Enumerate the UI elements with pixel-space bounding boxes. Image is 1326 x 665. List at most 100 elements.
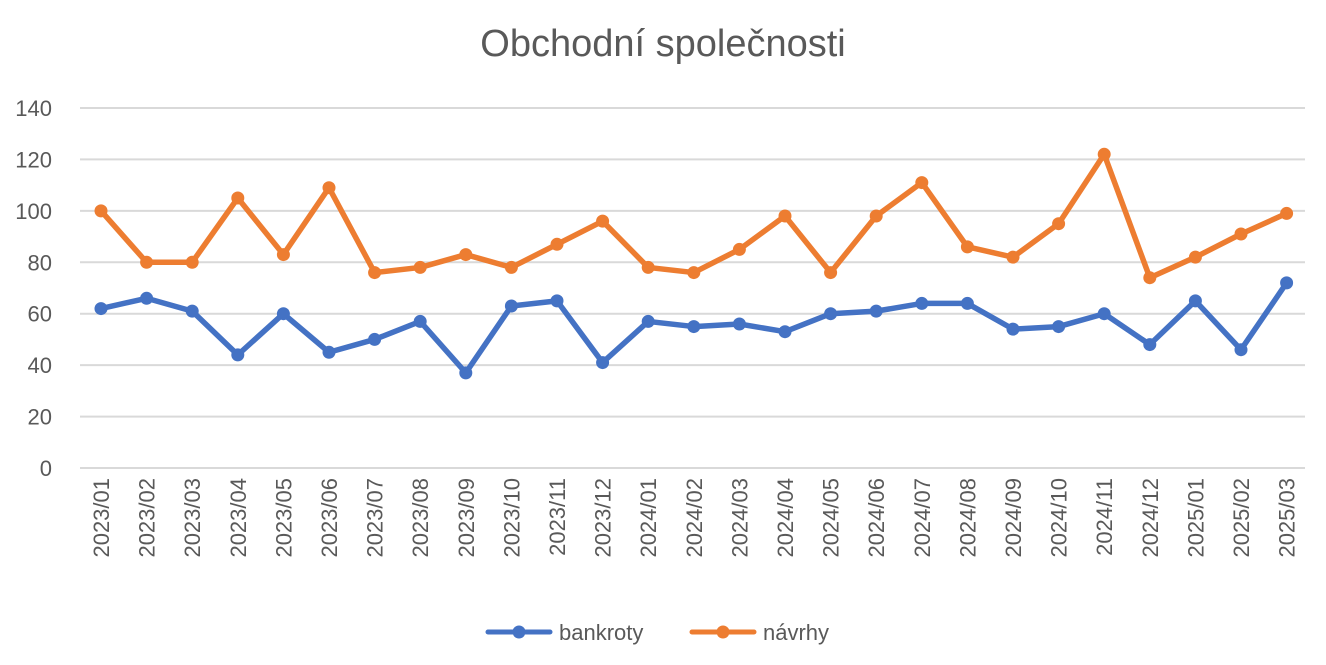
data-point[interactable] <box>1052 217 1066 231</box>
y-tick-label: 20 <box>28 405 52 430</box>
x-tick-label: 2024/08 <box>955 478 980 558</box>
y-tick-label: 120 <box>15 147 52 172</box>
data-point[interactable] <box>94 204 108 218</box>
data-point[interactable] <box>732 317 746 331</box>
x-tick-label: 2024/04 <box>773 478 798 558</box>
chart-title: Obchodní společnosti <box>480 23 845 65</box>
data-point[interactable] <box>1097 307 1111 321</box>
legend-item-bankroty[interactable]: bankroty <box>485 620 643 645</box>
data-point[interactable] <box>322 181 336 195</box>
series-1 <box>94 147 1294 285</box>
data-point[interactable] <box>459 248 473 262</box>
y-tick-label: 40 <box>28 353 52 378</box>
data-point[interactable] <box>596 356 610 370</box>
data-point[interactable] <box>276 248 290 262</box>
x-tick-label: 2024/10 <box>1047 478 1072 558</box>
y-tick-label: 80 <box>28 250 52 275</box>
data-point[interactable] <box>322 345 336 359</box>
x-tick-label: 2024/09 <box>1001 478 1026 558</box>
data-point[interactable] <box>687 320 701 334</box>
x-tick-label: 2023/06 <box>317 478 342 558</box>
x-tick-label: 2024/02 <box>682 478 707 558</box>
data-point[interactable] <box>550 237 564 251</box>
series-0 <box>94 276 1294 380</box>
data-point[interactable] <box>504 299 518 313</box>
x-tick-label: 2023/01 <box>89 478 114 558</box>
data-point[interactable] <box>231 191 245 205</box>
x-tick-label: 2024/01 <box>636 478 661 558</box>
legend-label-navrhy: návrhy <box>763 620 829 645</box>
data-point[interactable] <box>824 307 838 321</box>
data-point[interactable] <box>1143 338 1157 352</box>
y-tick-label: 100 <box>15 199 52 224</box>
x-axis-ticks: 2023/01 2023/02 2023/03 2023/04 2023/05 2023/… <box>89 478 1300 558</box>
data-point[interactable] <box>915 176 929 190</box>
x-tick-label: 2025/02 <box>1229 478 1254 558</box>
data-point[interactable] <box>596 214 610 228</box>
data-point[interactable] <box>185 304 199 318</box>
data-point[interactable] <box>869 209 883 223</box>
x-tick-label: 2025/01 <box>1183 478 1208 558</box>
data-point[interactable] <box>778 325 792 339</box>
data-point[interactable] <box>1188 294 1202 308</box>
data-point[interactable] <box>824 266 838 280</box>
x-tick-label: 2023/11 <box>545 478 570 556</box>
x-tick-label: 2024/03 <box>727 478 752 558</box>
y-axis-ticks: 0 20 40 60 80 100 120 140 <box>15 96 52 481</box>
data-point[interactable] <box>413 314 427 328</box>
x-tick-label: 2023/08 <box>408 478 433 558</box>
x-tick-label: 2023/10 <box>499 478 524 558</box>
data-point[interactable] <box>459 366 473 380</box>
y-tick-label: 60 <box>28 302 52 327</box>
x-tick-label: 2023/09 <box>454 478 479 558</box>
data-point[interactable] <box>140 255 154 269</box>
data-point[interactable] <box>185 255 199 269</box>
data-point[interactable] <box>641 260 655 274</box>
data-point[interactable] <box>1280 276 1294 290</box>
data-point[interactable] <box>1280 206 1294 220</box>
data-point[interactable] <box>869 304 883 318</box>
series-group <box>94 147 1294 380</box>
data-point[interactable] <box>94 302 108 316</box>
data-point[interactable] <box>1052 320 1066 334</box>
data-point[interactable] <box>778 209 792 223</box>
x-tick-label: 2024/07 <box>910 478 935 558</box>
x-tick-label: 2023/03 <box>180 478 205 558</box>
data-point[interactable] <box>1006 250 1020 264</box>
data-point[interactable] <box>1234 227 1248 241</box>
data-point[interactable] <box>276 307 290 321</box>
x-tick-label: 2023/04 <box>226 478 251 558</box>
x-tick-label: 2024/05 <box>819 478 844 558</box>
legend-marker-bankroty <box>512 625 526 639</box>
x-tick-label: 2024/12 <box>1138 478 1163 558</box>
data-point[interactable] <box>1234 343 1248 357</box>
data-point[interactable] <box>504 260 518 274</box>
data-point[interactable] <box>368 266 382 280</box>
data-point[interactable] <box>687 266 701 280</box>
legend-item-navrhy[interactable]: návrhy <box>689 620 829 645</box>
data-point[interactable] <box>368 332 382 346</box>
x-tick-label: 2023/05 <box>271 478 296 558</box>
x-tick-label: 2024/11 <box>1092 478 1117 556</box>
x-tick-label: 2023/07 <box>363 478 388 558</box>
legend: bankroty návrhy <box>485 620 829 645</box>
x-tick-label: 2024/06 <box>864 478 889 558</box>
data-point[interactable] <box>1143 271 1157 285</box>
data-point[interactable] <box>960 296 974 310</box>
data-point[interactable] <box>231 348 245 362</box>
data-point[interactable] <box>140 291 154 305</box>
x-tick-label: 2023/12 <box>591 478 616 558</box>
data-point[interactable] <box>550 294 564 308</box>
data-point[interactable] <box>915 296 929 310</box>
data-point[interactable] <box>1006 322 1020 336</box>
data-point[interactable] <box>1097 147 1111 161</box>
x-tick-label: 2025/03 <box>1275 478 1300 558</box>
data-point[interactable] <box>641 314 655 328</box>
data-point[interactable] <box>413 260 427 274</box>
y-tick-label: 0 <box>40 456 52 481</box>
data-point[interactable] <box>732 242 746 256</box>
data-point[interactable] <box>960 240 974 254</box>
data-point[interactable] <box>1188 250 1202 264</box>
